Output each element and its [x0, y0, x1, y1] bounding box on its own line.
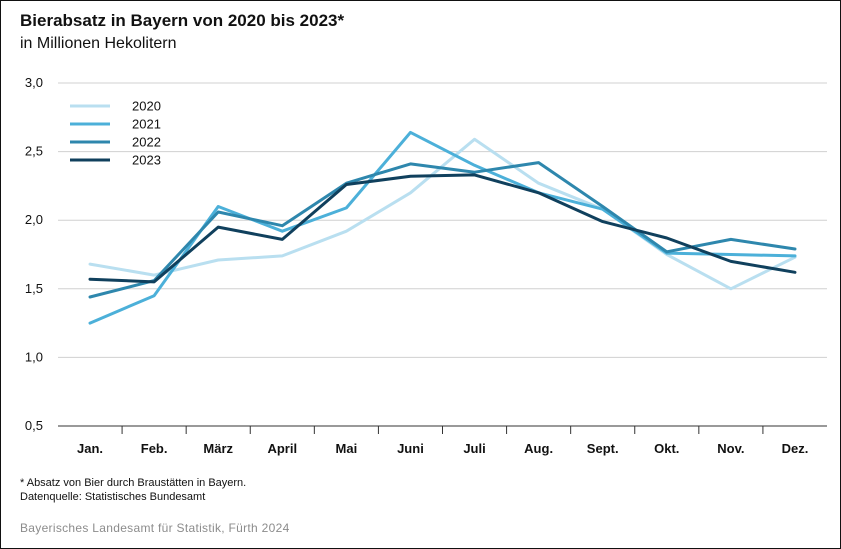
x-tick-label: März: [203, 441, 233, 456]
x-tick-label: Juni: [397, 441, 424, 456]
series-line-2022: [88, 161, 797, 299]
legend: 2020 2021 2022 2023: [70, 99, 161, 168]
x-tick-label: Aug.: [524, 441, 553, 456]
x-tick-label: Mai: [336, 441, 358, 456]
y-tick-label: 1,0: [25, 349, 43, 364]
chart-subtitle: in Millionen Hekolitern: [20, 35, 177, 52]
series-layer: [88, 130, 797, 325]
line-chart: 0,51,01,52,02,53,0 Jan. Feb. März April Mai J…: [25, 75, 827, 456]
x-axis: Jan. Feb. März April Mai Juni Juli Aug. Sept. Okt…: [77, 426, 808, 456]
series-line-2023: [88, 173, 797, 284]
legend-label: 2021: [132, 117, 161, 132]
y-tick-label: 3,0: [25, 75, 43, 90]
legend-label: 2020: [132, 99, 161, 114]
x-tick-label: April: [267, 441, 297, 456]
publisher: Bayerisches Landesamt für Statistik, Für…: [20, 521, 290, 535]
series-line-2021: [88, 130, 797, 325]
x-tick-label: Feb.: [141, 441, 168, 456]
x-tick-label: Nov.: [717, 441, 744, 456]
legend-label: 2022: [132, 135, 161, 150]
x-tick-label: Jan.: [77, 441, 103, 456]
x-tick-label: Dez.: [782, 441, 809, 456]
y-tick-label: 1,5: [25, 281, 43, 296]
chart-title: Bierabsatz in Bayern von 2020 bis 2023*: [20, 11, 345, 30]
legend-label: 2023: [132, 153, 161, 168]
x-tick-label: Juli: [463, 441, 485, 456]
data-source: Datenquelle: Statistisches Bundesamt: [20, 491, 206, 503]
y-tick-label: 2,5: [25, 144, 43, 159]
y-tick-label: 0,5: [25, 418, 43, 433]
x-tick-label: Sept.: [587, 441, 619, 456]
x-tick-label: Okt.: [654, 441, 679, 456]
footnote: * Absatz von Bier durch Braustätten in B…: [20, 477, 247, 489]
series-line-2020: [88, 137, 797, 291]
y-tick-label: 2,0: [25, 212, 43, 227]
y-axis: 0,5 1,0 1,5 2,0 2,5 3,0: [25, 75, 43, 433]
